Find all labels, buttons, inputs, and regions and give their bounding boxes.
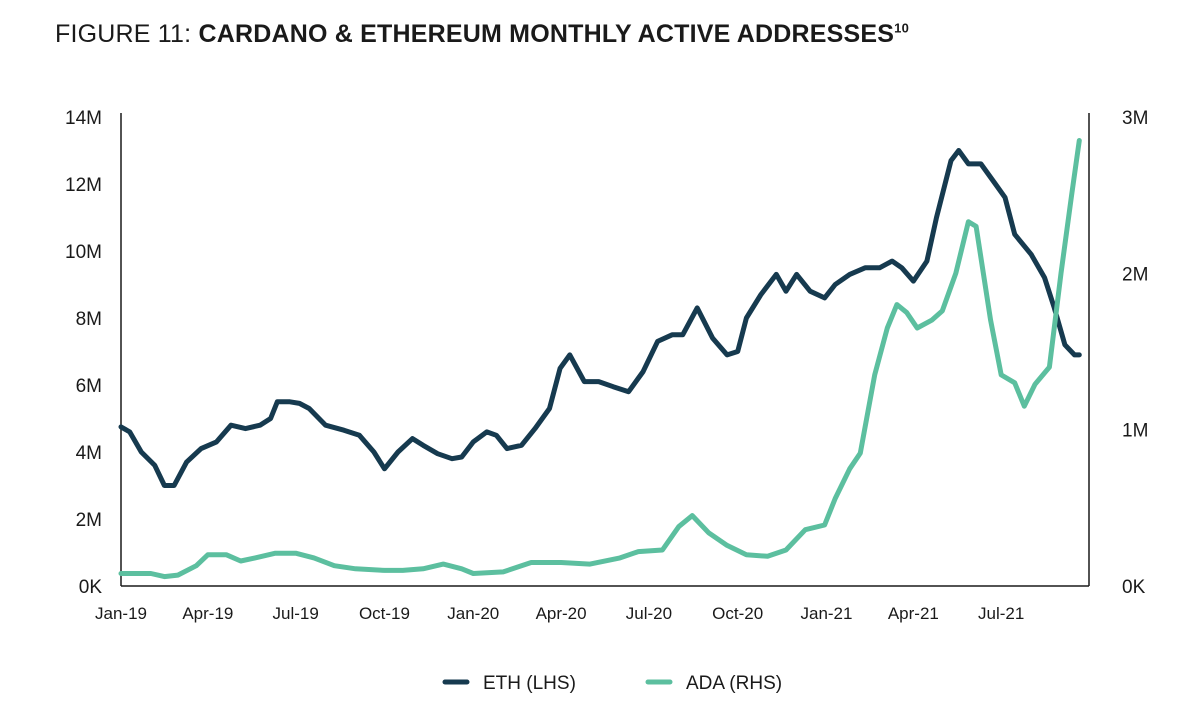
y-right-tick-label: 1M bbox=[1122, 421, 1148, 442]
y-left-tick-label: 6M bbox=[76, 376, 102, 397]
x-tick-label: Oct-19 bbox=[359, 604, 410, 623]
ada-series-line bbox=[118, 138, 1082, 580]
title-main: CARDANO & ETHEREUM MONTHLY ACTIVE ADDRES… bbox=[198, 20, 895, 48]
x-tick-label: Jan-21 bbox=[800, 604, 852, 623]
eth-series-line bbox=[118, 148, 1082, 488]
title-footnote: 10 bbox=[894, 20, 910, 36]
x-tick-label: Jul-20 bbox=[626, 604, 672, 623]
x-tick-label: Jan-20 bbox=[447, 604, 499, 623]
y-right-tick-label: 3M bbox=[1122, 108, 1148, 129]
y-left-tick-label: 12M bbox=[65, 175, 102, 196]
x-tick-label: Jul-21 bbox=[978, 604, 1024, 623]
y-left-tick-label: 4M bbox=[76, 443, 102, 464]
x-tick-label: Apr-19 bbox=[182, 604, 233, 623]
y-left-tick-label: 8M bbox=[76, 309, 102, 330]
y-left-tick-label: 0K bbox=[79, 577, 103, 598]
legend-eth-label: ETH (LHS) bbox=[483, 673, 576, 694]
legend-ada-label: ADA (RHS) bbox=[686, 673, 782, 694]
y-right-tick-label: 0K bbox=[1122, 577, 1146, 598]
title-prefix: FIGURE 11: bbox=[55, 20, 199, 48]
x-tick-label: Apr-20 bbox=[536, 604, 587, 623]
x-tick-label: Apr-21 bbox=[888, 604, 939, 623]
y-left-tick-label: 10M bbox=[65, 242, 102, 263]
chart-title: FIGURE 11: CARDANO & ETHEREUM MONTHLY AC… bbox=[55, 20, 909, 49]
x-tick-label: Jan-19 bbox=[95, 604, 147, 623]
y-right-tick-label: 2M bbox=[1122, 264, 1148, 285]
y-left-tick-label: 2M bbox=[76, 510, 102, 531]
x-tick-label: Oct-20 bbox=[712, 604, 763, 623]
x-tick-label: Jul-19 bbox=[273, 604, 319, 623]
y-left-tick-label: 14M bbox=[65, 108, 102, 129]
